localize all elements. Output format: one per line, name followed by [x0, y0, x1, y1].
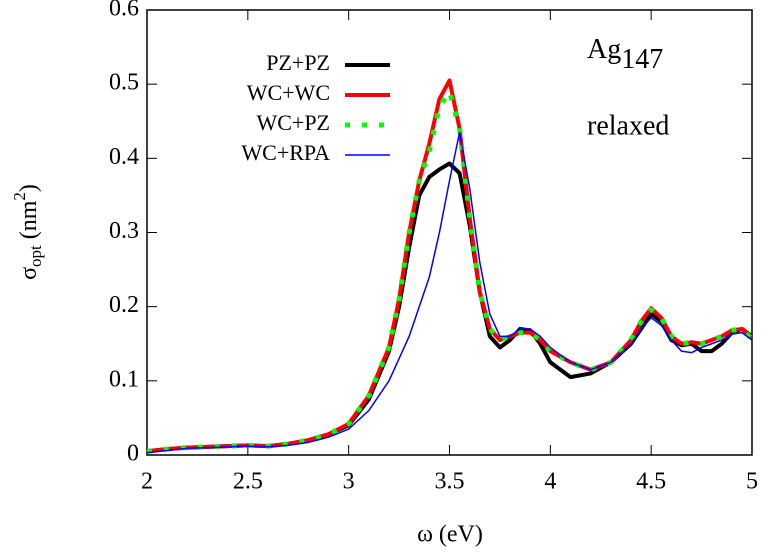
species: Ag [587, 34, 621, 65]
y-tick-label: 0.3 [109, 218, 139, 244]
y-tick-label: 0.2 [109, 292, 139, 318]
y-tick-label: 0.1 [109, 366, 139, 392]
x-tick-label: 4 [544, 469, 556, 495]
y-tick-label: 0.6 [109, 0, 139, 22]
series-line [147, 89, 752, 454]
x-tick-label: 2.5 [233, 469, 263, 495]
species-sub: 147 [621, 44, 663, 75]
y-label-sup: 2 [10, 192, 29, 201]
plot-frame [146, 9, 753, 456]
x-tick-label: 5 [746, 469, 758, 495]
x-tick-label: 2 [141, 469, 153, 495]
state-annotation: relaxed [587, 110, 669, 141]
series-line [147, 78, 752, 454]
x-tick-label: 3.5 [435, 469, 465, 495]
x-tick-label: 4.5 [636, 469, 666, 495]
legend-label: PZ+PZ [266, 50, 330, 75]
x-axis-label: ω (eV) [417, 522, 483, 548]
y-label-sub: opt [26, 245, 45, 267]
series-line [147, 131, 752, 454]
legend-label: WC+WC [247, 80, 330, 105]
y-label-symbol: σ [16, 267, 42, 280]
legend-label: WC+PZ [256, 110, 330, 135]
series-line [147, 161, 752, 454]
y-label-close: ) [16, 184, 42, 192]
legend-label: WC+RPA [241, 140, 330, 165]
y-tick-label: 0.5 [109, 70, 139, 96]
y-label-unit: (nm [16, 200, 42, 245]
y-axis-label: σopt (nm2) [10, 184, 45, 280]
species-annotation: Ag147 [587, 34, 663, 75]
y-tick-label: 0 [127, 441, 139, 467]
y-tick-label: 0.4 [109, 144, 139, 170]
x-tick-label: 3 [343, 469, 355, 495]
